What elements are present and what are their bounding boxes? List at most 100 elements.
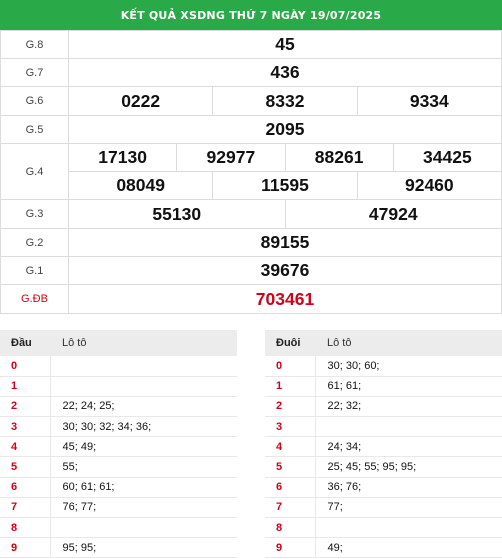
loto-values: 77;: [315, 497, 502, 519]
loto-row: 8: [0, 517, 237, 539]
loto-digit: 7: [0, 497, 51, 519]
prize-number: 45: [68, 30, 502, 59]
prize-number: 92460: [356, 172, 501, 199]
loto-row: 7 76; 77;: [0, 497, 237, 519]
loto-digit: 4: [265, 436, 316, 458]
loto-row: 6 60; 61; 61;: [0, 477, 237, 498]
loto-digit: 0: [265, 356, 316, 377]
loto-digit: 2: [0, 396, 51, 418]
loto-row: 9 49;: [265, 537, 502, 559]
prize-row-g3: G.3 55130 47924: [0, 199, 502, 229]
loto-values: 55;: [50, 456, 237, 478]
loto-digit: 6: [265, 477, 316, 498]
prize-number: 89155: [68, 228, 502, 257]
loto-values: 25; 45; 55; 95; 95;: [315, 456, 502, 478]
prize-row-g6: G.6 0222 8332 9334: [0, 86, 502, 116]
prize-label: G.6: [0, 86, 69, 116]
prize-row-g1: G.1 39676: [0, 256, 502, 285]
prize-number: 436: [68, 58, 502, 87]
prize-number: 39676: [68, 256, 502, 285]
loto-digit: 3: [265, 416, 316, 438]
prize-number: 17130: [98, 147, 147, 167]
loto-values: [315, 416, 502, 438]
loto-values: 49;: [315, 537, 502, 559]
results-header: KẾT QUẢ XSDNG THỨ 7 NGÀY 19/07/2025: [0, 0, 502, 30]
loto-row: 8: [265, 517, 502, 539]
prize-number: 08049: [116, 175, 165, 195]
loto-row: 9 95; 95;: [0, 537, 237, 559]
loto-digit: 8: [265, 517, 316, 539]
prize-row-g8: G.8 45: [0, 30, 502, 59]
prize-label: G.3: [0, 199, 69, 229]
loto-digit: 2: [265, 396, 316, 418]
prize-row-g2: G.2 89155: [0, 228, 502, 257]
prize-number: 88261: [284, 144, 393, 171]
loto-column-title: Lô tô: [50, 330, 237, 356]
loto-row: 3: [265, 416, 502, 438]
loto-row: 0: [0, 356, 237, 377]
loto-values: 36; 76;: [315, 477, 502, 498]
tail-column-title: Đuôi: [265, 330, 315, 356]
loto-row: 6 36; 76;: [265, 477, 502, 498]
loto-values: 24; 34;: [315, 436, 502, 458]
prize-number: 92977: [176, 144, 284, 171]
prize-label: G.2: [0, 228, 69, 257]
prize-label: G.4: [0, 143, 69, 200]
prize-label: G.1: [0, 256, 69, 285]
loto-row: 1 61; 61;: [265, 376, 502, 397]
loto-values: 60; 61; 61;: [50, 477, 237, 498]
loto-values: 45; 49;: [50, 436, 237, 458]
loto-values: 22; 24; 25;: [50, 396, 237, 418]
prize-number: 47924: [284, 200, 502, 228]
loto-digit: 4: [0, 436, 51, 458]
loto-digit: 3: [0, 416, 51, 438]
prize-row-g7: G.7 436: [0, 58, 502, 87]
prize-row-g5: G.5 2095: [0, 115, 502, 144]
loto-row: 4 45; 49;: [0, 436, 237, 458]
loto-row: 0 30; 30; 60;: [265, 356, 502, 377]
loto-head-table: Đầu Lô tô 0 1 2 22; 24; 25; 3 30; 30; 32; 34;…: [0, 330, 237, 559]
prize-number: 2095: [68, 115, 502, 144]
loto-values: [50, 356, 237, 377]
loto-values: 30; 30; 60;: [315, 356, 502, 377]
prize-row-g4: G.4 17130 92977 88261 34425 08049 11595 …: [0, 143, 502, 200]
prize-number: 0222: [121, 90, 161, 111]
loto-row: 5 25; 45; 55; 95; 95;: [265, 456, 502, 478]
loto-row: 2 22; 32;: [265, 396, 502, 418]
prize-number: 11595: [212, 172, 356, 199]
loto-values: [315, 517, 502, 539]
loto-row: 3 30; 30; 32; 34; 36;: [0, 416, 237, 438]
loto-values: 22; 32;: [315, 396, 502, 418]
loto-values: 61; 61;: [315, 376, 502, 397]
loto-values: 95; 95;: [50, 537, 237, 559]
loto-digit: 5: [0, 456, 51, 478]
loto-digit: 8: [0, 517, 51, 539]
prize-number: 55130: [152, 203, 202, 224]
loto-row: 1: [0, 376, 237, 397]
loto-digit: 7: [265, 497, 316, 519]
loto-row: 2 22; 24; 25;: [0, 396, 237, 418]
prize-table: G.8 45 G.7 436 G.6 0222 8332 9334 G.5 20…: [0, 30, 502, 314]
prize-label: G.7: [0, 58, 69, 87]
loto-digit: 5: [265, 456, 316, 478]
loto-digit: 9: [0, 537, 51, 559]
loto-digit: 9: [265, 537, 316, 559]
loto-digit: 0: [0, 356, 51, 377]
prize-number: 8332: [212, 87, 356, 115]
prize-number: 9334: [356, 87, 501, 115]
loto-values: [50, 517, 237, 539]
special-prize-number: 703461: [68, 284, 502, 314]
loto-digit: 6: [0, 477, 51, 498]
prize-number: 34425: [392, 144, 501, 171]
loto-tail-table: Đuôi Lô tô 0 30; 30; 60; 1 61; 61; 2 22; 32; 3…: [265, 330, 502, 559]
prize-label: G.8: [0, 30, 69, 59]
prize-label-special: G.ĐB: [0, 284, 69, 314]
loto-digit: 1: [265, 376, 316, 397]
loto-row: 7 77;: [265, 497, 502, 519]
head-column-title: Đầu: [0, 330, 50, 356]
loto-row: 4 24; 34;: [265, 436, 502, 458]
loto-column-title: Lô tô: [315, 330, 502, 356]
loto-values: [50, 376, 237, 397]
loto-row: 5 55;: [0, 456, 237, 478]
loto-digit: 1: [0, 376, 51, 397]
